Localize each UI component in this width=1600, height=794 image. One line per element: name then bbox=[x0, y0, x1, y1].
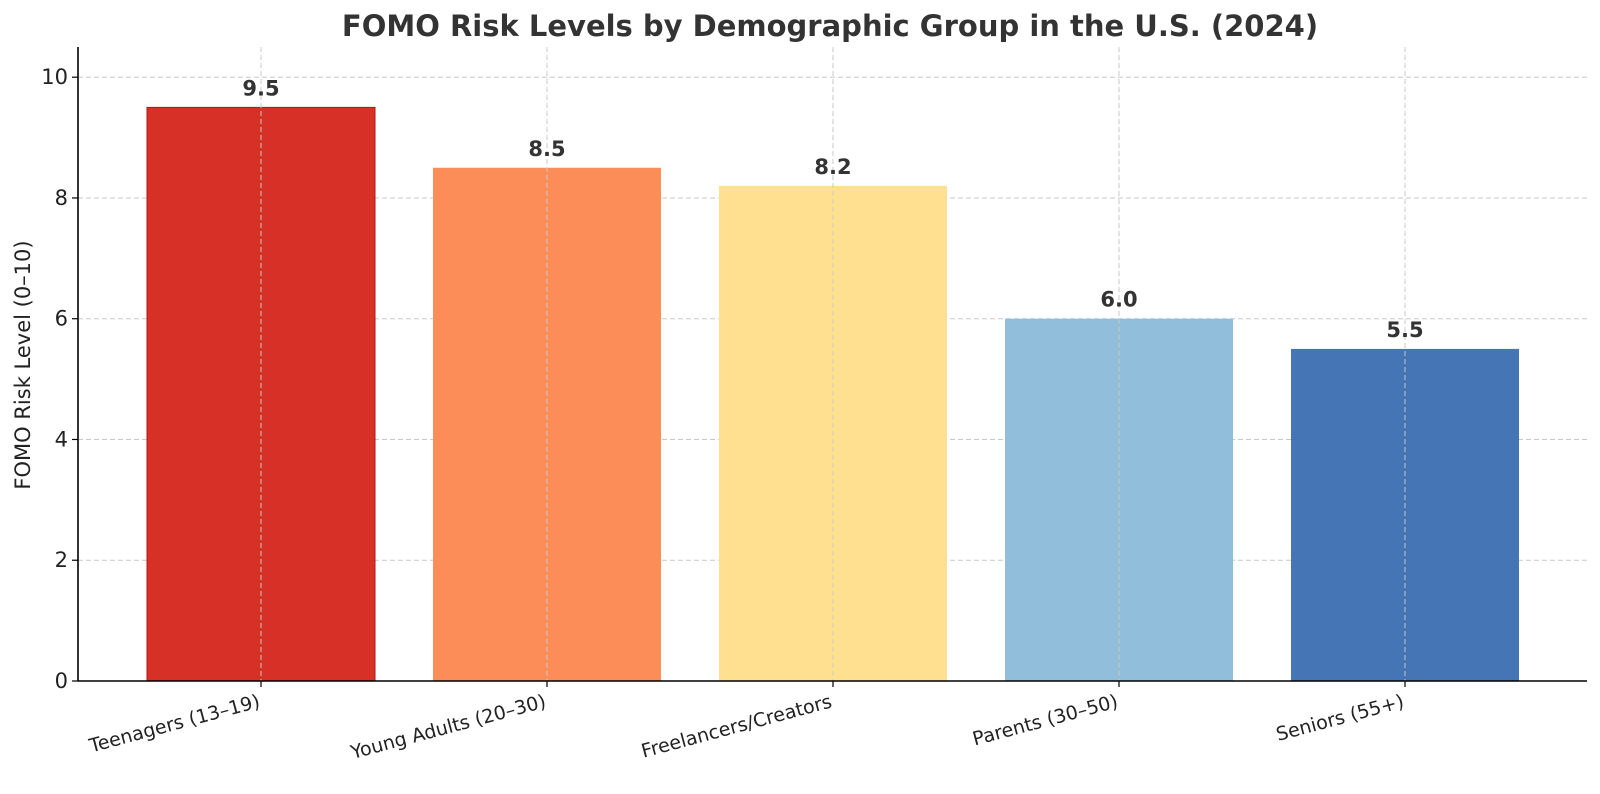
x-tick-label: Young Adults (20–30) bbox=[347, 691, 548, 765]
y-ticks: 0 2 4 6 8 10 bbox=[41, 65, 78, 693]
vertical-gridlines bbox=[260, 47, 1406, 681]
y-tick-label: 4 bbox=[55, 427, 68, 451]
x-tick-label: Teenagers (13–19) bbox=[86, 691, 262, 758]
y-tick-label: 10 bbox=[41, 65, 68, 89]
x-tick-label: Parents (30–50) bbox=[970, 691, 1120, 751]
x-tick-label: Freelancers/Creators bbox=[639, 691, 834, 763]
y-tick-label: 6 bbox=[55, 307, 68, 331]
y-tick-label: 0 bbox=[55, 669, 68, 693]
x-ticks: Teenagers (13–19) Young Adults (20–30) Fre… bbox=[86, 681, 1406, 764]
y-tick-label: 8 bbox=[55, 186, 68, 210]
data-label: 8.5 bbox=[528, 137, 565, 161]
chart-title: FOMO Risk Levels by Demographic Group in… bbox=[342, 9, 1318, 43]
y-axis-label: FOMO Risk Level (0–10) bbox=[11, 240, 35, 489]
data-label: 5.5 bbox=[1386, 318, 1423, 342]
data-label: 6.0 bbox=[1100, 288, 1137, 312]
y-tick-label: 2 bbox=[55, 548, 68, 572]
data-label: 9.5 bbox=[242, 76, 279, 100]
data-labels: 9.5 8.5 8.2 6.0 5.5 bbox=[242, 76, 1423, 342]
x-tick-label: Seniors (55+) bbox=[1274, 691, 1407, 746]
data-label: 8.2 bbox=[814, 155, 851, 179]
